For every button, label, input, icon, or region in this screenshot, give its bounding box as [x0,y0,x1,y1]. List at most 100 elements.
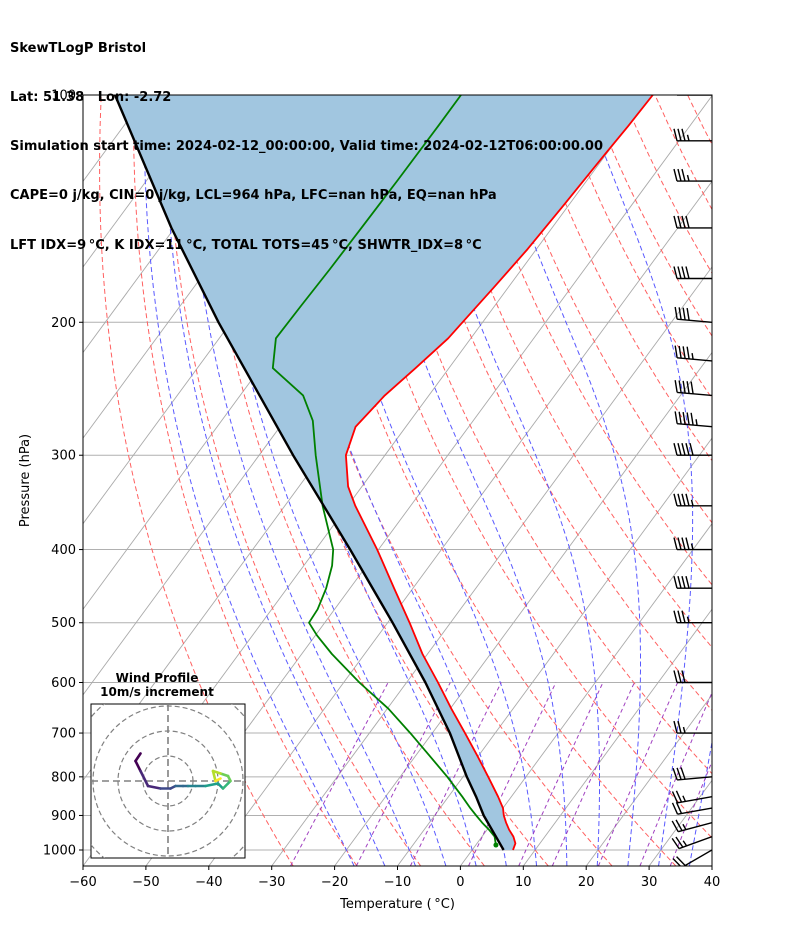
moist-adiabat-line [143,95,355,866]
y-axis-label: Pressure (hPa) [18,434,33,527]
wind-barb [673,720,712,734]
cape-line: CAPE=0 j/kg, CIN=0 j/kg, LCL=964 hPa, LF… [10,188,497,204]
dewpoint-line [271,95,497,846]
isotherm-line [271,266,712,866]
x-tick-label: 40 [704,875,721,890]
wind-barb [674,345,712,362]
mixing-ratio-line [355,682,451,866]
dry-adiabat-line [720,95,794,866]
hodograph-segment [204,782,220,788]
mixing-ratio-line [551,682,635,866]
dry-adiabat-line [198,95,485,866]
location-line: Lat: 51.38 Lon: -2.72 [10,90,172,106]
y-tick-label: 400 [51,543,76,558]
dry-adiabat-line [753,95,794,866]
dry-adiabat-line [426,95,712,649]
moist-adiabat-line [351,95,568,866]
moist-adiabat-line [720,95,794,866]
y-tick-label: 900 [51,809,76,824]
surface-dewpoint-marker [493,842,499,848]
isotherm-line [397,437,712,866]
isotherm-line [460,522,712,866]
moist-adiabat-line [209,95,447,866]
y-tick-label: 800 [51,770,76,785]
y-tick-label: 500 [51,616,76,631]
wind-barb [674,380,712,397]
temperature-line [345,95,654,851]
dry-adiabat-line [165,95,422,866]
moist-adiabat-line [409,95,600,866]
y-tick-label: 600 [51,676,76,691]
chart-title-block: SkewTLogP Bristol Lat: 51.38 Lon: -2.72 … [10,8,603,271]
mixing-ratio-line [468,682,557,866]
moist-adiabat-line [305,95,538,866]
x-tick-label: 30 [641,875,658,890]
hodograph-segment [134,752,142,763]
wind-barb [671,835,712,850]
dry-adiabat-line [132,95,358,866]
mixing-ratio-line [518,682,604,866]
hodograph-segment [146,784,162,790]
x-tick-label: 10 [515,875,532,890]
wind-barb [676,95,712,96]
mixing-ratio-line [290,682,389,866]
isotherm-line [208,180,712,866]
x-tick-label: −20 [321,875,348,890]
index-line: LFT IDX=9 °C, K IDX=11 °C, TOTAL TOTS=45… [10,237,482,253]
y-tick-label: 700 [51,727,76,742]
mixing-ratio-line [409,682,502,866]
wind-barb [671,819,712,833]
wind-barb [673,493,712,507]
moist-adiabat-line [164,95,386,866]
x-tick-label: −60 [69,875,96,890]
isotherm-line [522,608,712,866]
dry-adiabat-line [393,95,712,712]
x-tick-label: 20 [578,875,595,890]
wind-barb [674,306,712,323]
dry-adiabat-line [687,95,712,146]
wind-barb [673,266,712,280]
wind-barb [673,610,712,624]
x-tick-label: −30 [258,875,285,890]
dry-adiabat-line [459,95,712,586]
hodograph-segment [219,772,230,778]
x-tick-label: −40 [195,875,222,890]
wind-barb [672,767,712,781]
dry-adiabat-line [263,95,613,866]
wind-barb [673,537,712,551]
dry-adiabat-line [785,95,794,866]
wind-barb [673,576,712,589]
hodograph-segment [211,769,217,783]
y-tick-label: 100 [51,89,76,104]
isotherm-line [83,95,210,268]
y-tick-label: 1000 [43,844,76,859]
dry-adiabat-line [654,95,712,211]
y-tick-label: 200 [51,316,76,331]
wind-barb [673,128,712,142]
wind-profile-title: Wind Profile [116,671,199,685]
wind-barb [673,168,712,182]
wind-barb [671,801,712,815]
chart-title: SkewTLogP Bristol [10,40,147,56]
isotherm-line [334,351,712,866]
wind-barb [673,215,712,229]
wind-barb [671,790,712,804]
time-line: Simulation start time: 2024-02-12_00:00:… [10,139,603,155]
dry-adiabat-line [361,95,712,775]
x-tick-label: −10 [384,875,411,890]
isotherm-line [585,694,712,866]
parcel-line [113,95,505,851]
mixing-ratio-line [597,682,679,866]
wind-barb [674,411,712,428]
moist-adiabat-line [185,95,416,866]
wind-barb [673,443,712,456]
wind-profile-subtitle: 10m/s increment [100,685,214,699]
wind-barb [672,849,712,866]
isotherm-line [711,865,712,866]
hodograph-segment [139,769,150,788]
dry-adiabat-line [621,95,712,274]
mixing-ratio-line [639,691,712,866]
hodograph-segment [134,759,142,773]
hodograph-segment [214,777,222,783]
cin-cape-shade [115,95,653,850]
